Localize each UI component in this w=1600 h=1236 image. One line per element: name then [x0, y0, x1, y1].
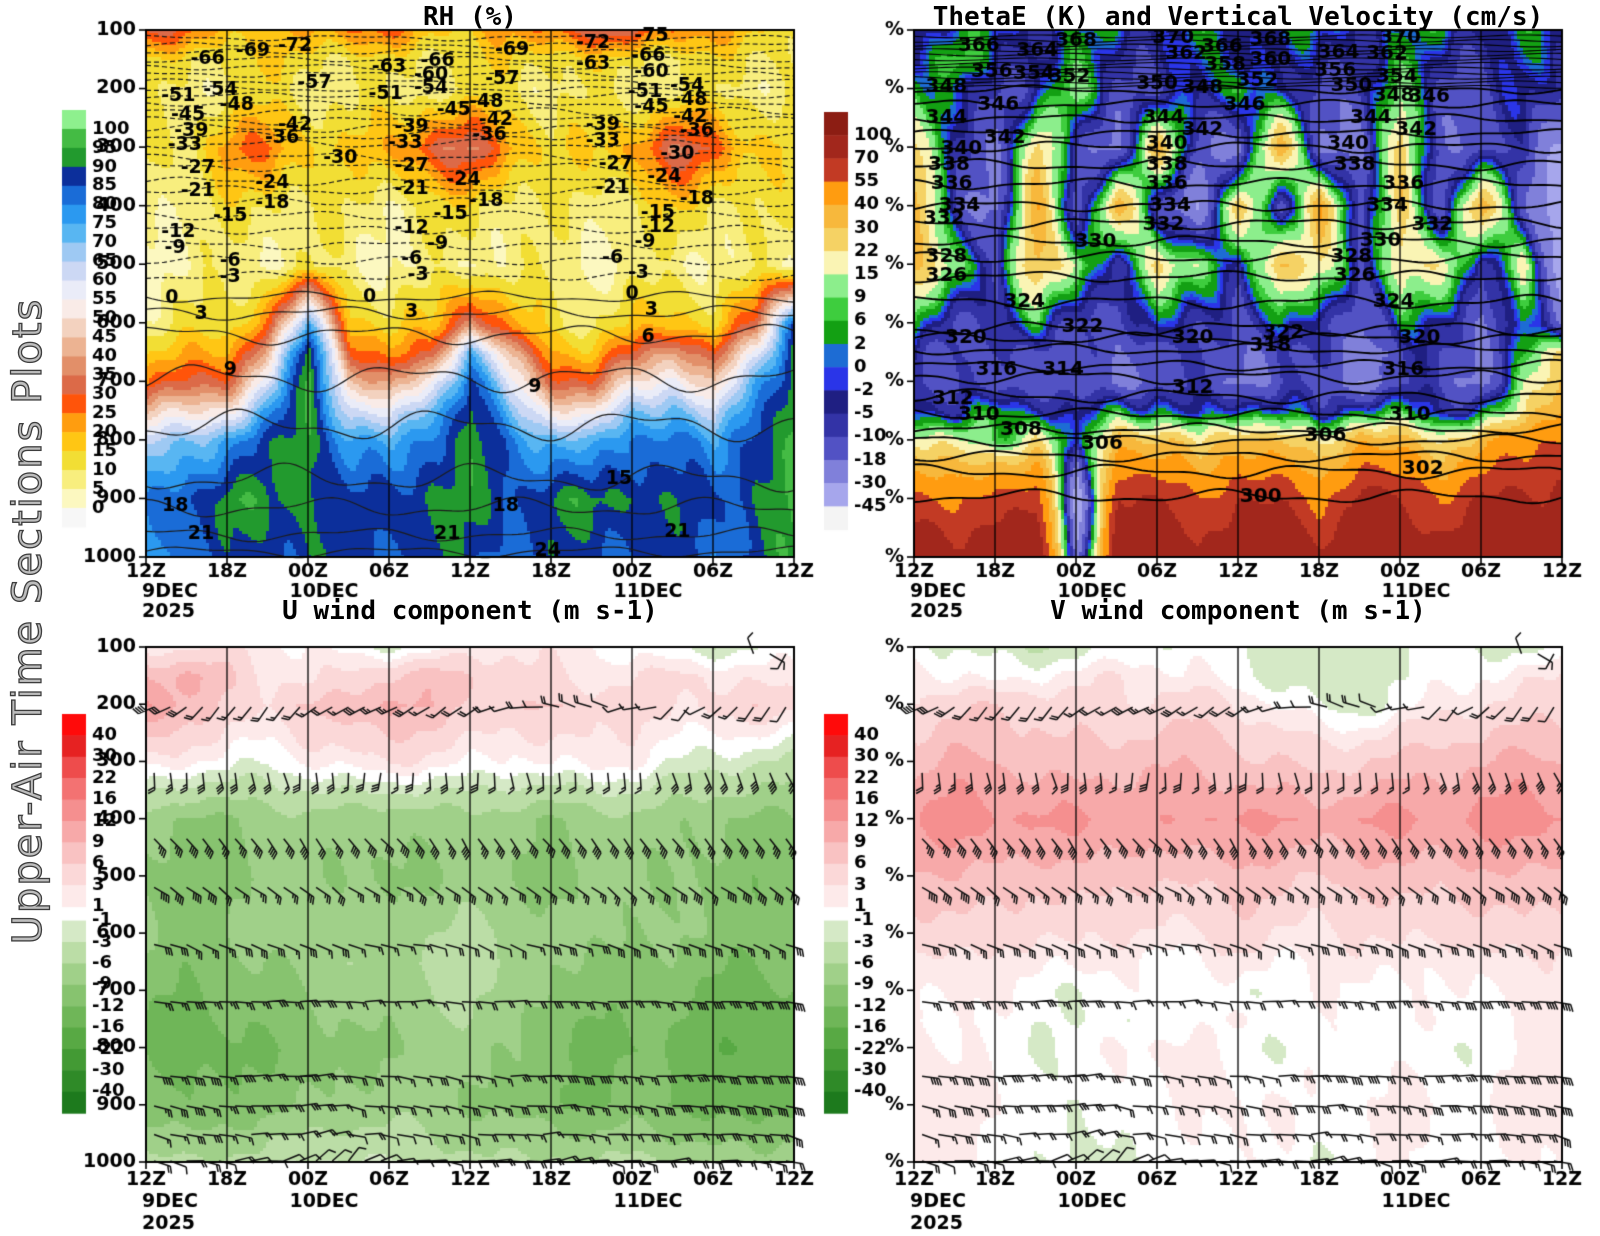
figure-side-label: Upper-Air Time Sections Plots	[4, 297, 51, 945]
